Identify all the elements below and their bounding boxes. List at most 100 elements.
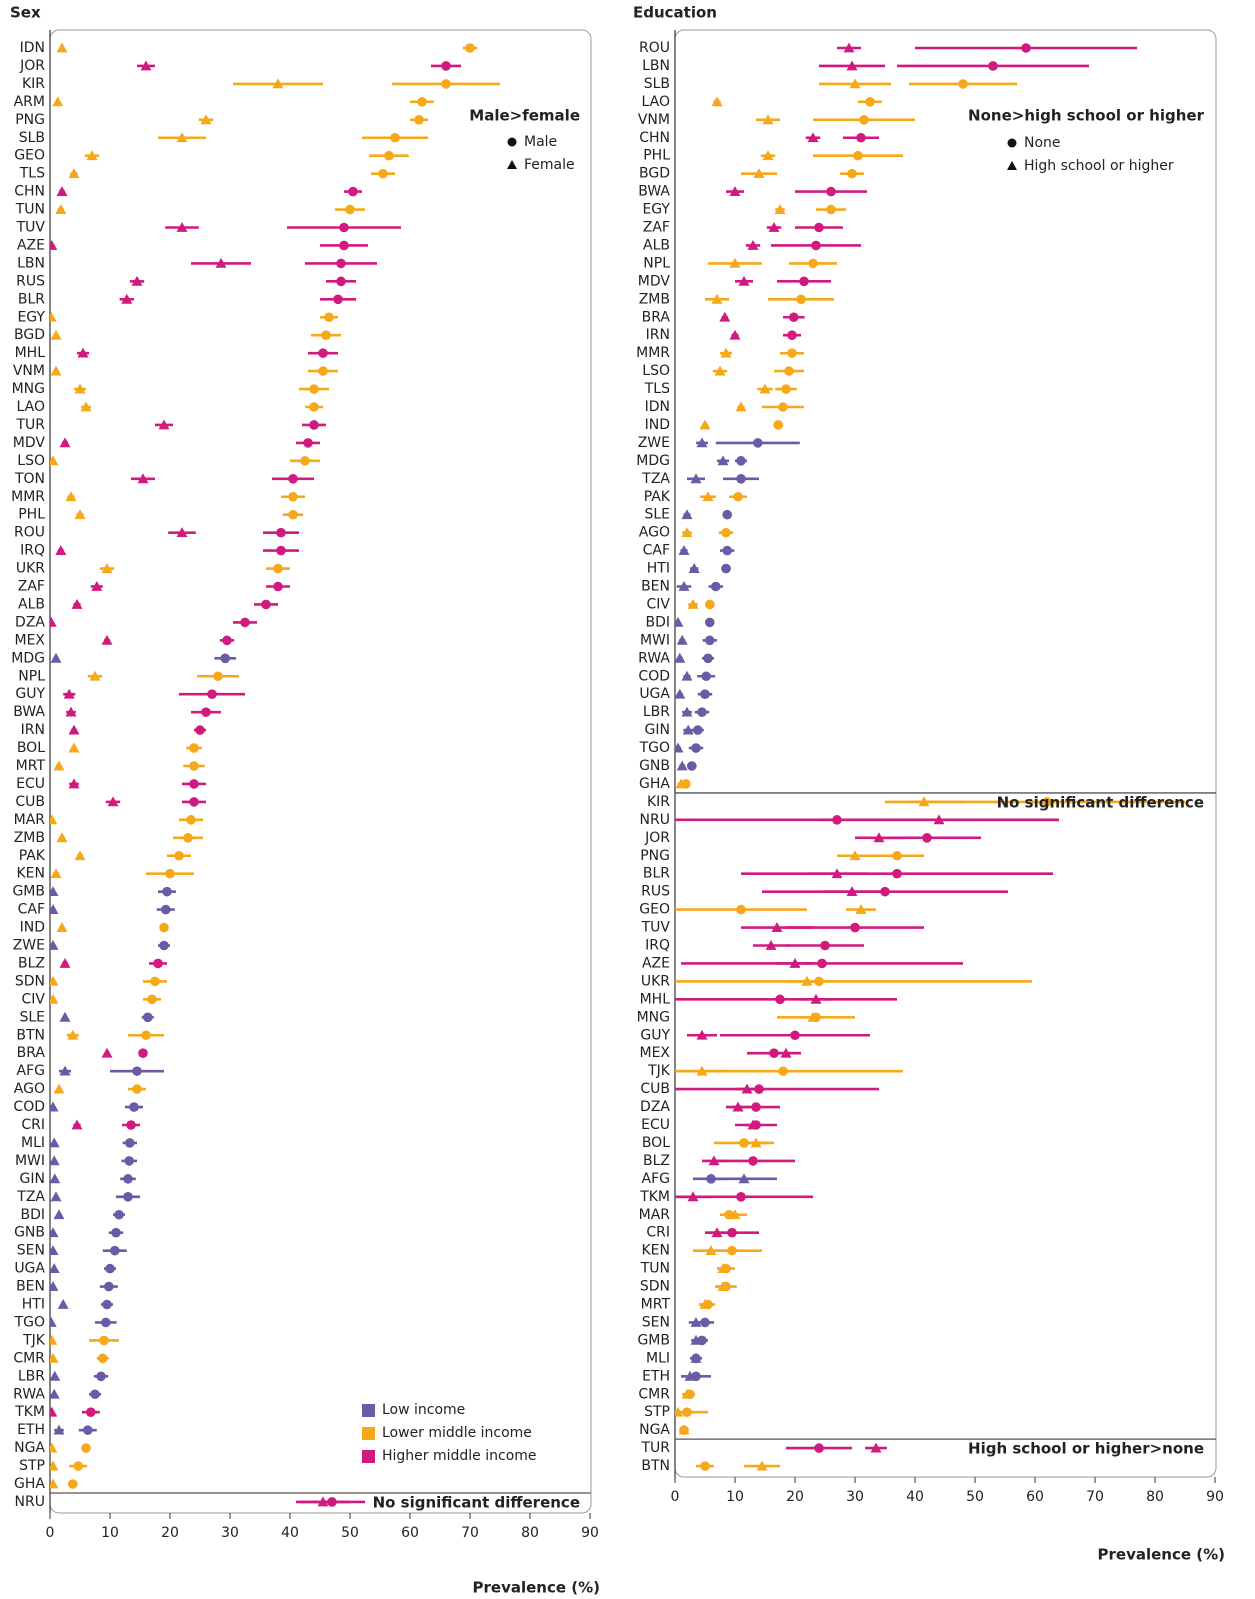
- category-label: RUS: [16, 273, 45, 289]
- circle-marker: [736, 456, 746, 466]
- triangle-marker: [50, 1263, 60, 1273]
- triangle-marker: [50, 311, 57, 322]
- triangle-marker: [702, 491, 714, 502]
- circle-marker: [958, 79, 968, 89]
- circle-marker: [132, 1084, 142, 1094]
- circle-marker: [83, 1425, 93, 1435]
- triangle-marker: [80, 401, 92, 412]
- triangle-marker: [682, 724, 694, 735]
- circle-marker: [162, 886, 172, 897]
- triangle-marker: [50, 1101, 59, 1112]
- circle-marker: [700, 689, 710, 699]
- triangle-marker: [681, 670, 693, 681]
- triangle-marker: [74, 509, 86, 520]
- circle-marker: [213, 671, 223, 682]
- triangle-marker: [690, 1352, 702, 1363]
- circle-marker: [303, 438, 313, 448]
- circle-marker: [753, 438, 763, 448]
- category-label: TUR: [640, 1440, 670, 1456]
- circle-marker: [288, 474, 298, 484]
- circle-marker: [186, 815, 196, 825]
- x-tick-label: 20: [786, 1489, 804, 1505]
- circle-marker: [220, 653, 230, 664]
- triangle-marker: [57, 1299, 69, 1309]
- circle-marker: [778, 1066, 788, 1076]
- triangle-marker: [699, 419, 711, 430]
- circle-marker: [826, 204, 836, 215]
- triangle-marker: [158, 419, 170, 430]
- category-label: IRN: [21, 722, 45, 738]
- category-label: IND: [20, 920, 45, 936]
- category-label: AZE: [17, 237, 45, 253]
- category-label: SDN: [640, 1279, 670, 1295]
- category-label: GHA: [14, 1476, 45, 1492]
- category-label: HTI: [22, 1297, 45, 1313]
- x-axis-label: Prevalence (%): [1098, 1546, 1226, 1564]
- triangle-marker: [933, 814, 945, 825]
- circle-marker: [799, 276, 809, 287]
- circle-marker: [321, 330, 331, 341]
- category-label: KIR: [647, 794, 670, 810]
- circle-marker: [309, 402, 319, 412]
- category-label: BGD: [14, 327, 45, 343]
- triangle-marker: [846, 60, 858, 71]
- category-label: PAK: [644, 489, 671, 505]
- category-label: SEN: [642, 1314, 670, 1330]
- x-tick-label: 90: [1206, 1489, 1224, 1505]
- category-label: MDG: [11, 650, 45, 666]
- category-label: AFG: [17, 1063, 45, 1079]
- category-label: SLE: [19, 1009, 45, 1025]
- triangle-marker: [50, 1478, 59, 1489]
- category-label: AFG: [642, 1171, 670, 1187]
- triangle-marker: [696, 1065, 708, 1076]
- category-label: MEX: [639, 1045, 670, 1061]
- category-label: SLB: [19, 130, 45, 146]
- circle-marker: [701, 671, 711, 682]
- triangle-marker: [50, 1137, 60, 1148]
- circle-marker: [892, 850, 902, 861]
- category-label: AZE: [642, 955, 670, 971]
- circle-marker: [126, 1120, 136, 1130]
- circle-marker: [73, 1461, 83, 1471]
- triangle-marker: [200, 114, 212, 125]
- category-label: SDN: [15, 973, 45, 989]
- circle-marker: [143, 1012, 153, 1023]
- circle-marker: [700, 1317, 710, 1328]
- triangle-marker: [52, 96, 64, 107]
- triangle-marker: [101, 634, 113, 645]
- category-label: UKR: [16, 561, 45, 577]
- category-label: LBN: [17, 255, 45, 271]
- circle-marker: [751, 1102, 761, 1112]
- circle-marker: [832, 815, 842, 825]
- category-label: ZAF: [643, 220, 670, 236]
- category-label: RUS: [641, 884, 670, 900]
- triangle-marker: [50, 1245, 59, 1256]
- category-label: LAO: [642, 94, 670, 110]
- triangle-marker: [50, 1460, 59, 1471]
- category-label: ETH: [642, 1368, 670, 1384]
- circle-marker: [787, 330, 797, 341]
- x-tick-label: 50: [966, 1489, 984, 1505]
- category-label: MLI: [646, 1350, 670, 1366]
- circle-marker: [327, 1497, 337, 1507]
- category-label: IDN: [645, 399, 670, 415]
- category-label: PNG: [15, 112, 45, 128]
- category-label: BLR: [643, 866, 670, 882]
- circle-marker: [414, 115, 424, 125]
- triangle-marker: [50, 1155, 60, 1166]
- category-label: ZMB: [639, 291, 670, 307]
- category-label: IDN: [20, 40, 45, 56]
- category-label: MLI: [21, 1135, 45, 1151]
- category-label: TUN: [640, 1261, 670, 1277]
- circle-marker: [697, 707, 707, 717]
- category-label: MAR: [639, 1207, 671, 1223]
- circle-marker: [814, 222, 824, 233]
- category-label: MNG: [637, 1009, 670, 1025]
- category-label: STP: [19, 1458, 45, 1474]
- legend-swatch: [362, 1404, 375, 1417]
- triangle-marker: [738, 1173, 750, 1184]
- category-label: CAF: [18, 902, 45, 918]
- triangle-marker: [870, 1442, 882, 1453]
- triangle-marker: [107, 796, 119, 807]
- circle-marker: [138, 1048, 148, 1058]
